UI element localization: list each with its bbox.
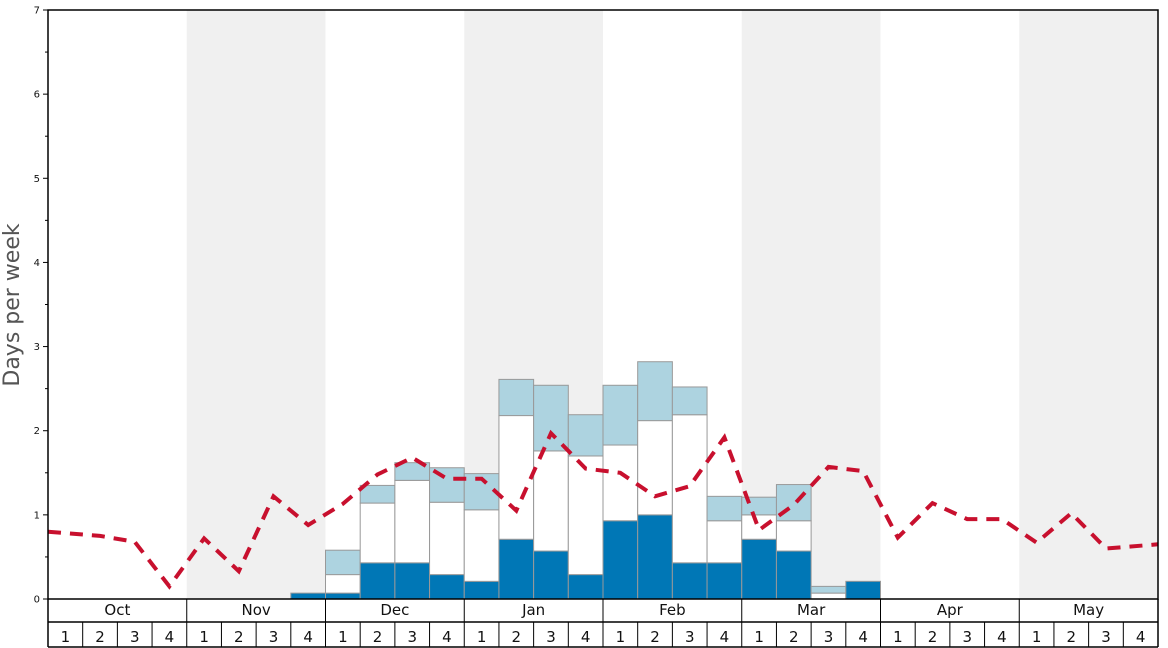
bar-segment-3 <box>775 484 812 522</box>
month-shade-bands <box>186 10 1158 599</box>
week-label: 1 <box>1032 628 1042 646</box>
week-label: 3 <box>130 628 140 646</box>
bar-segment-2 <box>359 502 396 564</box>
bar-segment-3 <box>359 484 396 504</box>
bar-segment-1 <box>845 580 881 600</box>
y-tick-label: 0 <box>34 595 40 606</box>
week-label: 2 <box>650 628 660 646</box>
month-label-apr: Apr <box>937 601 964 619</box>
week-label: 4 <box>858 628 868 646</box>
bar-segment-3 <box>567 414 604 457</box>
week-label: 2 <box>95 628 105 646</box>
bar-segment-1 <box>741 538 777 600</box>
bar-segment-3 <box>325 549 361 576</box>
week-label: 4 <box>720 628 730 646</box>
stacked-bars <box>290 361 881 600</box>
average-line <box>47 429 1159 590</box>
week-label: 1 <box>477 628 487 646</box>
y-axis: 0 1 2 3 4 5 6 7 <box>34 6 48 606</box>
bar-segment-2 <box>325 574 361 594</box>
month-label-nov: Nov <box>241 601 270 619</box>
bar-segment-2 <box>602 444 639 522</box>
week-label: 4 <box>1136 628 1146 646</box>
bar-segment-1 <box>706 562 743 600</box>
week-label: 2 <box>512 628 522 646</box>
week-label: 4 <box>442 628 452 646</box>
month-band-nov <box>186 10 326 599</box>
week-label: 2 <box>789 628 799 646</box>
y-tick-label: 2 <box>34 426 40 437</box>
y-tick-label: 7 <box>34 6 40 17</box>
bar-segment-3 <box>498 378 535 417</box>
bar-segment-1 <box>533 550 569 600</box>
week-label: 4 <box>997 628 1007 646</box>
week-label: 4 <box>581 628 591 646</box>
bar-segment-1 <box>290 592 326 600</box>
bar-segment-3 <box>602 384 639 446</box>
bar-segment-1 <box>602 520 639 600</box>
week-label: 1 <box>754 628 764 646</box>
bar-segment-3 <box>637 361 673 422</box>
week-label: 2 <box>928 628 938 646</box>
week-label: 3 <box>962 628 972 646</box>
bar-segment-1 <box>463 580 500 600</box>
week-label: 2 <box>234 628 244 646</box>
x-axis: Oct 1 2 3 4 Nov 1 2 3 4 Dec 1 2 3 4 Jan 1 2 3 4 Feb 1 2 3 4 Mar 1 2… <box>47 599 1159 648</box>
average-dashed-line <box>47 429 1159 590</box>
week-label: 3 <box>407 628 417 646</box>
month-label-may: May <box>1073 601 1104 619</box>
bar-segment-2 <box>706 520 743 564</box>
week-label: 1 <box>893 628 903 646</box>
week-label: 4 <box>165 628 175 646</box>
week-label: 2 <box>1067 628 1077 646</box>
week-label: 1 <box>338 628 348 646</box>
week-label: 1 <box>616 628 626 646</box>
week-label: 1 <box>199 628 209 646</box>
week-label: 4 <box>303 628 313 646</box>
month-label-oct: Oct <box>104 601 130 619</box>
week-label: 3 <box>546 628 556 646</box>
bar-segment-2 <box>533 450 569 552</box>
bar-segment-3 <box>533 384 569 452</box>
bar-segment-3 <box>671 386 708 416</box>
bar-segment-1 <box>567 574 604 600</box>
month-band-may <box>1019 10 1158 599</box>
bar-segment-2 <box>637 420 673 516</box>
bar-segment-3 <box>810 585 847 594</box>
week-label: 3 <box>824 628 834 646</box>
week-label: 3 <box>1101 628 1111 646</box>
month-label-jan: Jan <box>521 601 545 619</box>
bar-segment-1 <box>394 562 431 600</box>
bar-segment-2 <box>567 455 604 576</box>
week-label: 1 <box>61 628 71 646</box>
bar-segment-1 <box>671 562 708 600</box>
y-axis-label: Days per week <box>0 223 25 386</box>
bar-segment-1 <box>429 574 465 600</box>
bar-segment-2 <box>429 501 465 576</box>
bar-segment-2 <box>775 520 812 552</box>
bar-segment-1 <box>359 562 396 600</box>
bar-segment-2 <box>463 509 500 582</box>
y-tick-label: 6 <box>34 90 40 101</box>
bar-segment-3 <box>706 495 743 522</box>
month-label-feb: Feb <box>659 601 686 619</box>
week-label: 3 <box>685 628 695 646</box>
y-tick-label: 1 <box>34 510 40 521</box>
bar-segment-2 <box>394 479 431 564</box>
bar-segment-1 <box>775 550 812 600</box>
bar-segment-2 <box>810 592 847 600</box>
month-label-mar: Mar <box>797 601 826 619</box>
month-label-dec: Dec <box>380 601 409 619</box>
bar-segment-2 <box>741 514 777 540</box>
bar-segment-1 <box>637 514 673 600</box>
y-tick-label: 4 <box>34 258 40 269</box>
bar-segment-1 <box>325 592 361 600</box>
y-tick-label: 5 <box>34 174 40 185</box>
bar-segment-1 <box>498 538 535 600</box>
y-tick-label: 3 <box>34 342 40 353</box>
week-label: 2 <box>373 628 383 646</box>
week-label: 3 <box>269 628 279 646</box>
bar-segment-2 <box>498 415 535 540</box>
